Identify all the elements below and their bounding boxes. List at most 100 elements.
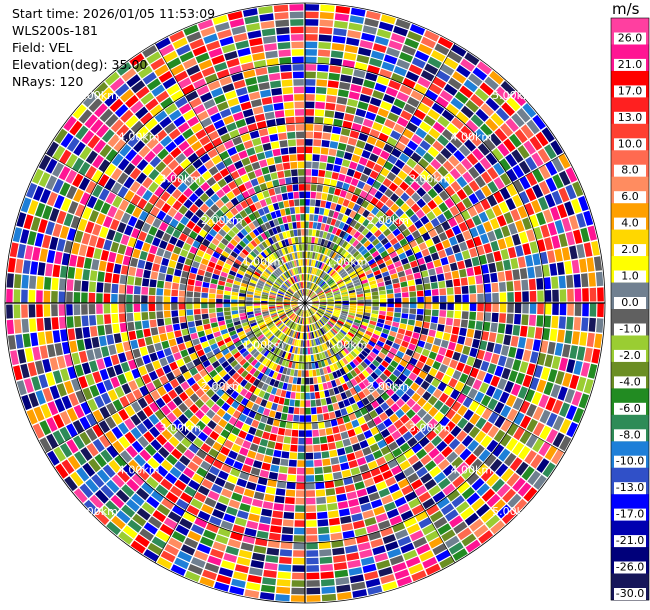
range-gate (387, 307, 394, 312)
range-gate (215, 398, 225, 407)
range-gate (295, 214, 301, 221)
range-gate (274, 319, 281, 325)
range-gate (161, 257, 170, 267)
range-gate (312, 315, 317, 322)
range-gate (307, 340, 310, 347)
range-gate (159, 265, 168, 274)
range-gate (220, 429, 230, 439)
range-gate (194, 255, 202, 263)
range-gate (333, 336, 340, 343)
range-gate (290, 369, 295, 376)
range-gate (282, 367, 288, 375)
range-gate (106, 479, 120, 494)
range-gate (281, 256, 287, 263)
range-gate (121, 212, 131, 224)
range-gate (305, 176, 311, 184)
range-gate (299, 282, 302, 289)
range-gate (208, 166, 219, 176)
range-gate (406, 409, 416, 419)
range-gate (399, 323, 407, 330)
range-gate (220, 520, 234, 531)
range-gate (159, 116, 172, 129)
range-gate (562, 372, 572, 387)
range-gate (116, 124, 130, 138)
range-gate (349, 130, 360, 139)
range-gate (249, 282, 256, 287)
range-gate (275, 280, 282, 286)
range-gate (150, 104, 163, 117)
range-gate (104, 163, 117, 177)
range-gate (186, 291, 194, 298)
range-gate (318, 42, 331, 50)
range-gate (200, 393, 210, 403)
range-gate (259, 13, 274, 22)
range-gate (146, 253, 155, 263)
range-gate (361, 86, 374, 96)
range-gate (332, 313, 339, 318)
range-gate (356, 164, 365, 173)
range-gate (515, 461, 529, 476)
range-gate (416, 284, 424, 291)
range-gate (215, 335, 223, 343)
range-gate (362, 209, 370, 218)
range-gate (308, 282, 312, 289)
range-gate (233, 79, 246, 89)
range-gate (284, 297, 291, 300)
range-gate (333, 387, 340, 395)
range-gate (337, 213, 344, 221)
range-gate (333, 253, 340, 261)
range-gate (192, 45, 207, 57)
range-gate (126, 478, 140, 492)
range-gate (152, 452, 165, 464)
range-gate (10, 350, 19, 366)
range-gate (294, 316, 299, 322)
range-gate (324, 480, 335, 489)
range-gate (438, 459, 450, 471)
range-gate (176, 358, 185, 368)
range-gate (332, 402, 340, 411)
range-gate (528, 314, 537, 326)
range-gate (445, 142, 458, 154)
range-gate (163, 250, 172, 259)
range-gate (339, 316, 346, 321)
range-gate (278, 357, 284, 365)
range-gate (256, 530, 269, 539)
range-gate (444, 185, 456, 197)
range-gate (496, 504, 511, 519)
range-gate (275, 388, 282, 397)
range-gate (170, 253, 179, 262)
range-gate (537, 303, 544, 315)
range-gate (354, 426, 363, 435)
range-gate (336, 361, 342, 369)
range-gate (205, 208, 215, 218)
range-gate (396, 350, 405, 359)
range-gate (356, 293, 364, 298)
range-gate (268, 370, 275, 378)
range-gate (358, 327, 366, 333)
range-gate (189, 38, 205, 50)
range-gate (342, 199, 350, 207)
range-gate (375, 326, 383, 332)
range-gate (78, 244, 88, 257)
range-gate (499, 313, 507, 323)
range-gate (299, 407, 305, 415)
range-gate (383, 343, 391, 351)
range-gate (376, 422, 387, 432)
range-gate (215, 365, 224, 374)
range-gate (497, 143, 510, 157)
range-gate (316, 253, 321, 261)
range-gate (261, 215, 268, 223)
range-gate (218, 280, 226, 286)
range-gate (30, 216, 41, 232)
range-gate (98, 335, 107, 347)
range-gate (326, 217, 332, 225)
range-gate (313, 276, 317, 283)
range-gate (217, 178, 227, 188)
range-gate (312, 222, 318, 229)
range-gate (61, 197, 72, 212)
range-gate (295, 292, 301, 298)
range-gate (317, 310, 324, 315)
range-gate (350, 248, 357, 255)
range-gate (451, 270, 460, 279)
range-gate (203, 346, 212, 354)
